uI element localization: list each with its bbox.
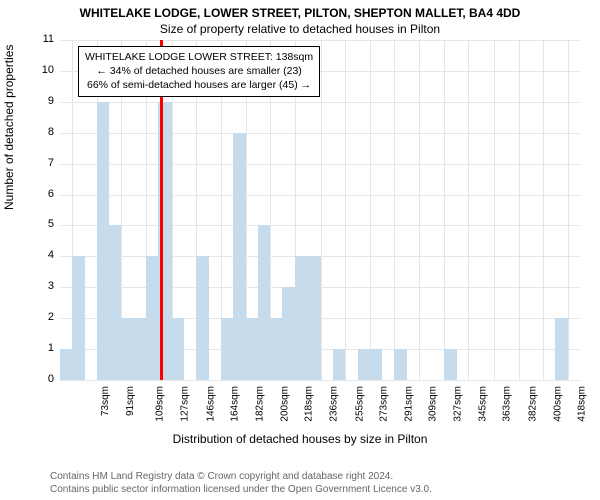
x-tick-label: 400sqm [552,386,563,422]
info-line-property: WHITELAKE LODGE LOWER STREET: 138sqm [85,50,313,64]
histogram-bar [370,349,382,380]
grid-line-v [321,40,322,380]
chart-title-main: WHITELAKE LODGE, LOWER STREET, PILTON, S… [0,6,600,20]
histogram-bar [172,318,184,380]
marker-info-box: WHITELAKE LODGE LOWER STREET: 138sqm ← 3… [78,46,320,97]
x-tick-label: 91sqm [125,386,136,416]
x-tick-label: 345sqm [477,386,488,422]
grid-line-v [444,40,445,380]
footer-line-2: Contains public sector information licen… [50,483,432,496]
histogram-bar [555,318,567,380]
histogram-bar [233,133,245,380]
histogram-bar [358,349,370,380]
y-axis-label: Number of detached properties [2,45,16,210]
y-tick-label: 10 [24,64,54,76]
grid-line-v [419,40,420,380]
histogram-bar [121,318,133,380]
x-tick-label: 127sqm [180,386,191,422]
grid-line-v [543,40,544,380]
grid-line-v [394,40,395,380]
x-tick-label: 164sqm [230,386,241,422]
x-tick-label: 273sqm [379,386,390,422]
x-tick-label: 291sqm [403,386,414,422]
histogram-bar [295,256,307,380]
attribution-footer: Contains HM Land Registry data © Crown c… [50,470,432,496]
histogram-bar [444,349,458,380]
histogram-bar [258,225,270,380]
histogram-bar [333,349,345,380]
footer-line-1: Contains HM Land Registry data © Crown c… [50,470,432,483]
property-size-chart: WHITELAKE LODGE, LOWER STREET, PILTON, S… [0,0,600,500]
y-tick-label: 11 [24,33,54,45]
y-tick-label: 6 [24,188,54,200]
y-tick-label: 0 [24,373,54,385]
x-tick-label: 200sqm [279,386,290,422]
x-tick-label: 327sqm [453,386,464,422]
histogram-bar [282,287,294,380]
x-tick-label: 418sqm [577,386,588,422]
x-tick-label: 146sqm [205,386,216,422]
histogram-bar [134,318,146,380]
grid-line-v [370,40,371,380]
histogram-bar [97,102,109,380]
y-tick-label: 5 [24,218,54,230]
y-tick-label: 8 [24,126,54,138]
histogram-bar [196,256,208,380]
chart-title-sub: Size of property relative to detached ho… [0,22,600,36]
histogram-bar [60,349,72,380]
grid-line-v [494,40,495,380]
x-tick-label: 382sqm [528,386,539,422]
x-tick-label: 255sqm [354,386,365,422]
x-tick-label: 73sqm [100,386,111,416]
grid-line-h [60,380,580,381]
histogram-bar [394,349,406,380]
histogram-bar [109,225,121,380]
x-tick-label: 182sqm [255,386,266,422]
x-tick-label: 309sqm [428,386,439,422]
histogram-bar [72,256,84,380]
histogram-bar [146,256,158,380]
y-tick-label: 1 [24,342,54,354]
histogram-bar [246,318,258,380]
y-tick-label: 4 [24,249,54,261]
histogram-bar [270,318,282,380]
info-line-smaller: ← 34% of detached houses are smaller (23… [85,64,313,78]
histogram-bar [221,318,233,380]
grid-line-v [468,40,469,380]
y-tick-label: 2 [24,311,54,323]
histogram-bar [307,256,321,380]
y-tick-label: 9 [24,95,54,107]
x-tick-label: 236sqm [328,386,339,422]
info-line-larger: 66% of semi-detached houses are larger (… [85,78,313,92]
y-tick-label: 3 [24,280,54,292]
x-axis-label: Distribution of detached houses by size … [0,432,600,446]
x-tick-label: 363sqm [502,386,513,422]
grid-line-v [345,40,346,380]
grid-line-v [519,40,520,380]
y-tick-label: 7 [24,157,54,169]
x-tick-label: 109sqm [155,386,166,422]
grid-line-v [568,40,569,380]
x-tick-label: 218sqm [304,386,315,422]
